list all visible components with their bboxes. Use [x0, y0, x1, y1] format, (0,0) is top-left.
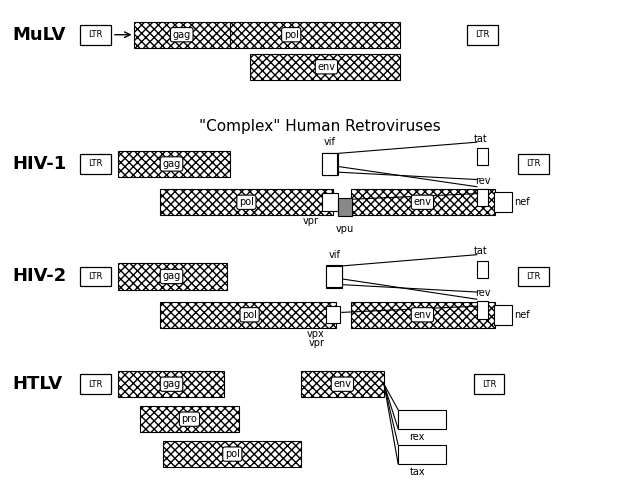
Text: pol: pol	[225, 449, 240, 459]
Text: pro: pro	[182, 414, 197, 424]
Bar	[80, 25, 111, 45]
Bar	[351, 189, 495, 216]
Text: LTR: LTR	[527, 159, 541, 168]
Text: gag: gag	[163, 159, 180, 169]
Text: vpu: vpu	[336, 224, 354, 234]
Bar	[80, 374, 111, 394]
Text: vpr: vpr	[303, 216, 319, 227]
Text: rex: rex	[410, 432, 425, 443]
Bar	[398, 444, 446, 464]
Text: pol: pol	[239, 197, 254, 207]
Text: pol: pol	[242, 310, 257, 320]
Bar	[351, 301, 495, 328]
Text: vpr: vpr	[308, 337, 324, 348]
Bar	[326, 265, 342, 288]
Text: LTR: LTR	[476, 30, 490, 39]
Bar	[80, 154, 111, 174]
Text: "Complex" Human Retroviruses: "Complex" Human Retroviruses	[199, 120, 441, 134]
Bar	[467, 25, 498, 45]
Text: env: env	[333, 379, 351, 389]
Text: gag: gag	[163, 379, 180, 389]
Bar	[322, 154, 337, 175]
Bar	[134, 22, 400, 48]
Text: HIV-1: HIV-1	[13, 155, 67, 173]
Text: env: env	[413, 197, 431, 207]
Bar	[160, 189, 333, 216]
Bar	[474, 374, 504, 394]
Bar	[118, 371, 224, 397]
Text: LTR: LTR	[88, 380, 102, 389]
Text: nef: nef	[514, 310, 529, 320]
Bar	[338, 198, 352, 216]
Bar	[160, 301, 336, 328]
Text: gag: gag	[173, 30, 191, 40]
Text: HTLV: HTLV	[13, 375, 63, 393]
Bar	[477, 189, 488, 206]
Bar	[118, 151, 230, 177]
Bar	[398, 409, 446, 429]
Bar	[494, 192, 512, 212]
Text: LTR: LTR	[482, 380, 496, 389]
Bar	[518, 266, 549, 287]
Text: gag: gag	[163, 272, 180, 281]
Bar	[477, 301, 488, 319]
Text: pol: pol	[284, 30, 299, 40]
Text: tat: tat	[474, 246, 487, 256]
Text: LTR: LTR	[88, 30, 102, 39]
Text: env: env	[413, 310, 431, 320]
Text: LTR: LTR	[88, 159, 102, 168]
Text: env: env	[317, 62, 335, 72]
Text: vpx: vpx	[307, 329, 324, 339]
Text: MuLV: MuLV	[13, 26, 66, 44]
Text: vif: vif	[328, 251, 340, 261]
Bar	[140, 406, 239, 432]
Bar	[250, 54, 400, 80]
Bar	[326, 306, 340, 324]
Text: nef: nef	[514, 197, 529, 207]
Bar	[322, 193, 338, 212]
Bar	[301, 371, 384, 397]
Bar	[80, 266, 111, 287]
Text: LTR: LTR	[88, 272, 102, 281]
Bar	[326, 266, 342, 287]
Bar	[477, 148, 488, 165]
Text: vif: vif	[324, 137, 336, 147]
Bar	[163, 441, 301, 467]
Bar	[494, 305, 512, 324]
Bar	[518, 154, 549, 174]
Text: rev: rev	[475, 176, 490, 186]
Text: tat: tat	[474, 134, 487, 144]
Text: tax: tax	[410, 468, 425, 478]
Text: HIV-2: HIV-2	[13, 267, 67, 286]
Text: LTR: LTR	[527, 272, 541, 281]
Text: rev: rev	[475, 288, 490, 299]
Bar	[477, 261, 488, 278]
Bar	[118, 264, 227, 289]
Bar	[322, 153, 338, 175]
